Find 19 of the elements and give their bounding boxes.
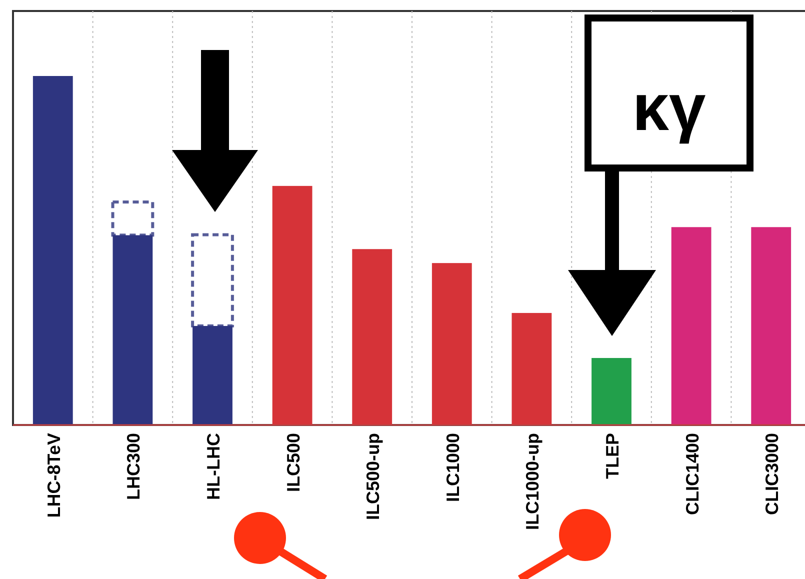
x-tick-label: ILC1000 xyxy=(442,433,463,502)
x-tick-label: LHC300 xyxy=(124,433,144,500)
annotation: κγ xyxy=(632,70,706,144)
bar xyxy=(272,186,312,425)
bar xyxy=(32,76,73,425)
x-tick-label: ILC500 xyxy=(283,433,304,492)
x-tick-label: HL-LHC xyxy=(204,433,224,500)
x-tick-label: ILC1000-up xyxy=(522,433,543,530)
bar xyxy=(671,227,712,425)
x-tick-label: CLIC1400 xyxy=(682,433,702,516)
bar xyxy=(352,249,392,425)
x-tick-label: CLIC3000 xyxy=(762,433,782,516)
bar xyxy=(512,312,552,425)
bar xyxy=(432,263,472,425)
bar xyxy=(751,227,792,425)
x-tick-label: LHC-8TeV xyxy=(44,433,64,518)
bar xyxy=(592,358,632,425)
x-tick-label: TLEP xyxy=(602,433,622,480)
x-tick-label: ILC500-up xyxy=(363,433,384,520)
